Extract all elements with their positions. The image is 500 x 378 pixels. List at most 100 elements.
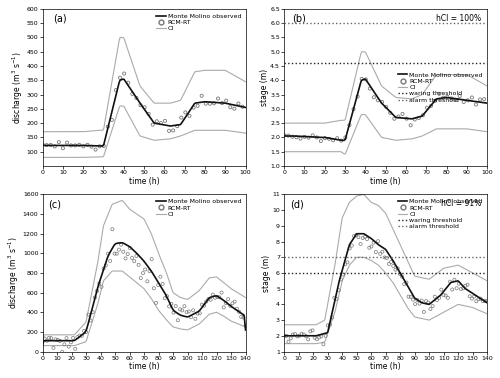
Point [59, 145, 67, 151]
Point [306, 328, 314, 335]
Point [472, 298, 480, 304]
Point [448, 96, 456, 102]
Point [356, 241, 364, 247]
Point [172, 303, 179, 309]
Point [224, 296, 232, 302]
Point [304, 336, 312, 342]
Point [58, 349, 66, 355]
Point [174, 317, 182, 323]
Point [291, 331, 299, 337]
Point [407, 294, 415, 300]
Point [60, 341, 68, 347]
Point [313, 336, 321, 342]
Point [228, 300, 236, 306]
Point [284, 339, 292, 345]
Point [300, 332, 308, 338]
Point [390, 116, 398, 122]
Point [38, 141, 46, 147]
Point [67, 339, 75, 345]
Point [452, 285, 460, 291]
Point [363, 236, 371, 242]
Point [344, 259, 351, 265]
Point [55, 139, 63, 145]
Point [108, 117, 116, 123]
Point [144, 111, 152, 117]
Point [322, 333, 330, 339]
Point [328, 314, 336, 321]
Point [51, 143, 59, 149]
Point [42, 142, 50, 148]
Point [84, 311, 92, 318]
Point [455, 280, 463, 287]
Y-axis label: stage (m): stage (m) [260, 69, 268, 106]
Point [194, 311, 202, 317]
Point [200, 303, 208, 309]
Point [350, 233, 358, 239]
X-axis label: time (h): time (h) [128, 362, 160, 371]
Point [152, 300, 160, 306]
Point [218, 290, 226, 296]
Point [362, 76, 370, 82]
Legend: Monte Molino observed, RCM-RT, CI: Monte Molino observed, RCM-RT, CI [155, 12, 242, 33]
Point [346, 122, 354, 128]
Point [298, 331, 306, 337]
Point [474, 296, 482, 302]
Point [444, 295, 452, 301]
Point [157, 120, 165, 126]
Point [483, 297, 491, 304]
Point [420, 309, 428, 315]
Point [93, 288, 101, 294]
Point [288, 134, 296, 140]
Point [235, 309, 243, 315]
Point [459, 285, 467, 291]
Point [78, 333, 86, 339]
Point [165, 128, 173, 134]
Point [196, 310, 203, 316]
Point [209, 291, 217, 297]
Point [132, 253, 140, 259]
Text: hCI = 91%: hCI = 91% [441, 199, 481, 208]
Point [169, 127, 177, 133]
Point [289, 332, 297, 338]
Point [220, 304, 228, 310]
Point [385, 261, 393, 267]
Point [428, 303, 436, 309]
Point [366, 245, 374, 251]
Point [350, 106, 358, 112]
Point [63, 139, 71, 146]
Point [402, 280, 410, 286]
Point [218, 100, 226, 106]
Point [466, 293, 473, 299]
Point [185, 308, 193, 314]
Point [280, 333, 288, 339]
Point [317, 138, 325, 144]
Point [378, 99, 386, 105]
Point [342, 135, 349, 141]
Point [438, 287, 446, 293]
Point [368, 243, 376, 249]
Point [38, 334, 46, 340]
Point [427, 103, 435, 109]
Point [329, 137, 337, 143]
Point [54, 337, 62, 343]
Point [150, 285, 158, 291]
Point [424, 299, 432, 305]
Point [120, 249, 128, 255]
Point [128, 91, 136, 97]
Point [204, 296, 212, 302]
Point [392, 267, 400, 273]
Point [370, 94, 378, 100]
Point [334, 287, 342, 293]
Point [130, 258, 138, 264]
Text: (c): (c) [48, 199, 62, 209]
Point [154, 282, 162, 288]
Text: (d): (d) [290, 199, 304, 209]
Point [137, 275, 145, 281]
Point [374, 238, 382, 244]
Point [194, 103, 202, 109]
Y-axis label: discharge (m$^3$ s$^{-1}$): discharge (m$^3$ s$^{-1}$) [11, 51, 25, 124]
Point [187, 314, 195, 320]
Point [163, 293, 171, 299]
Point [62, 335, 70, 341]
Point [222, 300, 230, 306]
